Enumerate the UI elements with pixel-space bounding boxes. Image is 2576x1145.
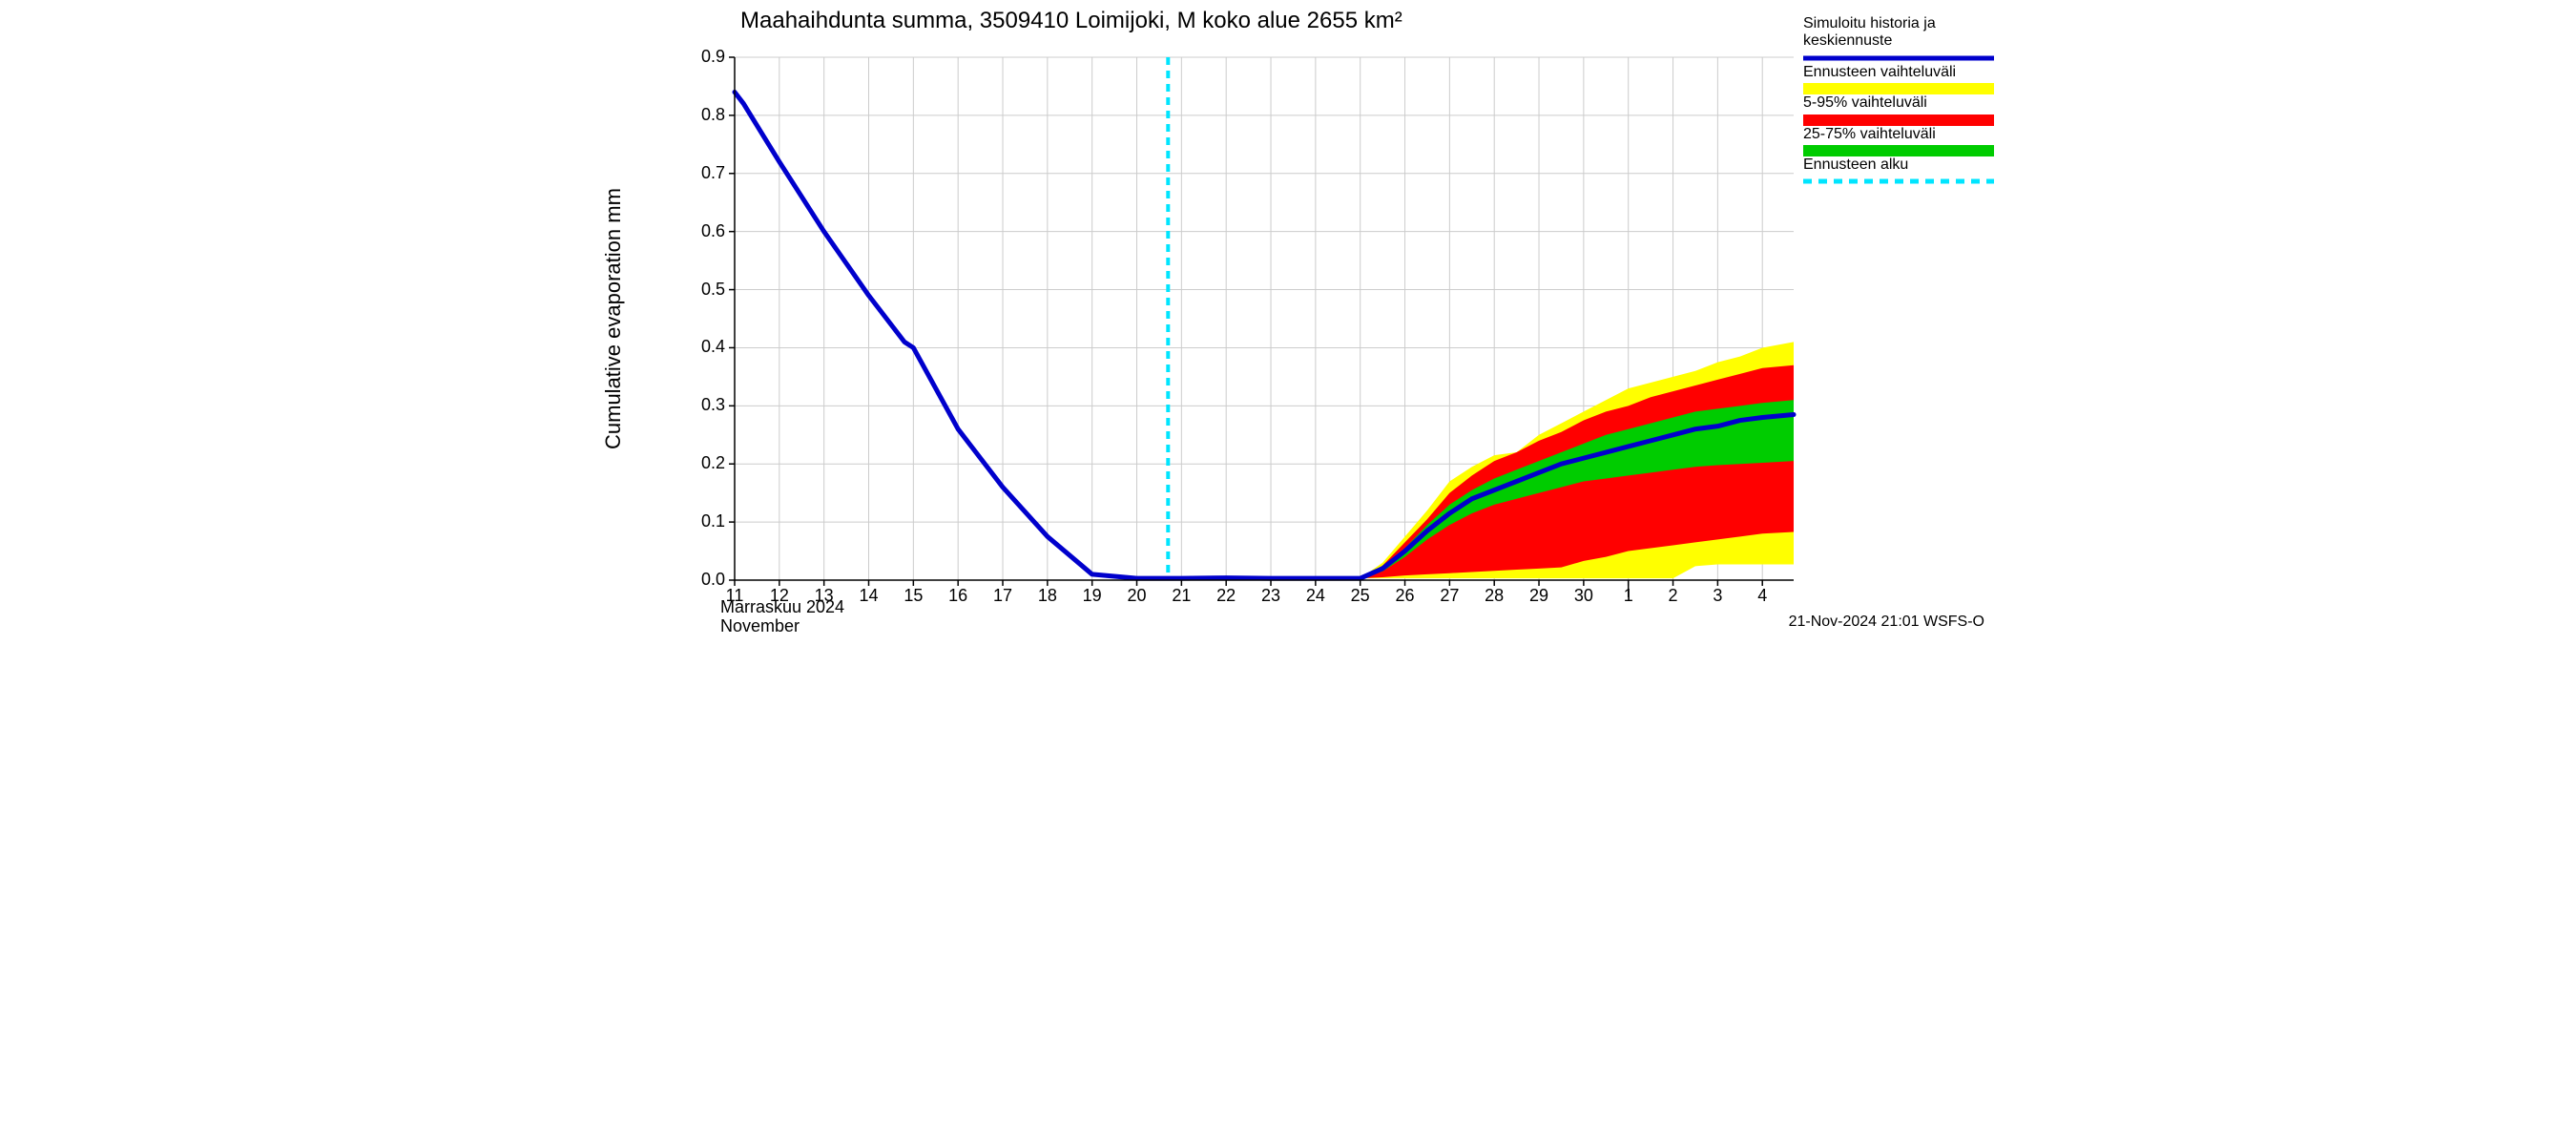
x-tick-label: 21	[1167, 586, 1195, 606]
legend-swatch	[1803, 83, 1994, 93]
y-tick-label: 0.9	[668, 47, 725, 67]
x-tick-label: 26	[1391, 586, 1420, 606]
x-tick-label: 27	[1435, 586, 1464, 606]
y-tick-label: 0.1	[668, 511, 725, 531]
y-tick-label: 0.6	[668, 221, 725, 241]
legend-entry: 25-75% vaihteluväli	[1803, 126, 1994, 155]
x-tick-label: 24	[1301, 586, 1330, 606]
x-tick-label: 23	[1257, 586, 1285, 606]
legend-label: Ennusteen vaihteluväli	[1803, 64, 1994, 83]
legend-label: Ennusteen alku	[1803, 156, 1994, 176]
y-tick-label: 0.8	[668, 105, 725, 125]
x-tick-label: 18	[1033, 586, 1062, 606]
footer-timestamp: 21-Nov-2024 21:01 WSFS-O	[1789, 614, 1984, 631]
x-tick-label: 17	[988, 586, 1017, 606]
x-tick-label: 28	[1480, 586, 1508, 606]
legend-label: 25-75% vaihteluväli	[1803, 126, 1994, 145]
plot-area	[735, 57, 1794, 580]
x-tick-label: 19	[1078, 586, 1107, 606]
y-tick-label: 0.4	[668, 337, 725, 357]
y-tick-label: 0.0	[668, 570, 725, 590]
legend-entry: Ennusteen vaihteluväli	[1803, 64, 1994, 93]
x-tick-label: 3	[1703, 586, 1732, 606]
x-tick-label: 2	[1659, 586, 1688, 606]
legend-label: Simuloitu historia ja keskiennuste	[1803, 15, 1994, 52]
x-tick-label: 25	[1346, 586, 1375, 606]
y-tick-label: 0.3	[668, 395, 725, 415]
y-tick-label: 0.5	[668, 280, 725, 300]
x-tick-label: 15	[899, 586, 927, 606]
legend-swatch	[1803, 145, 1994, 155]
x-tick-label: 22	[1212, 586, 1240, 606]
chart-title: Maahaihdunta summa, 3509410 Loimijoki, M…	[740, 8, 1402, 34]
x-tick-label: 20	[1123, 586, 1152, 606]
legend-entry: 5-95% vaihteluväli	[1803, 94, 1994, 123]
legend-label: 5-95% vaihteluväli	[1803, 94, 1994, 114]
legend-swatch	[1803, 52, 1994, 62]
x-tick-label: 30	[1569, 586, 1598, 606]
legend: Simuloitu historia ja keskiennuste Ennust…	[1803, 15, 1994, 187]
x-tick-label: 14	[855, 586, 883, 606]
legend-entry: Ennusteen alku	[1803, 156, 1994, 185]
chart-container: Maahaihdunta summa, 3509410 Loimijoki, M…	[572, 0, 2004, 636]
y-axis-label: Cumulative evaporation mm	[601, 188, 626, 449]
y-tick-label: 0.7	[668, 163, 725, 183]
y-tick-label: 0.2	[668, 453, 725, 473]
plot-svg	[735, 57, 1794, 580]
x-tick-label: 16	[944, 586, 972, 606]
legend-swatch	[1803, 176, 1994, 185]
x-tick-label: 1	[1614, 586, 1643, 606]
legend-entry: Simuloitu historia ja keskiennuste	[1803, 15, 1994, 62]
x-tick-label: 29	[1525, 586, 1553, 606]
x-month-label-fi: Marraskuu 2024	[720, 597, 844, 617]
x-month-label-en: November	[720, 616, 800, 636]
x-tick-label: 4	[1748, 586, 1776, 606]
legend-swatch	[1803, 114, 1994, 124]
